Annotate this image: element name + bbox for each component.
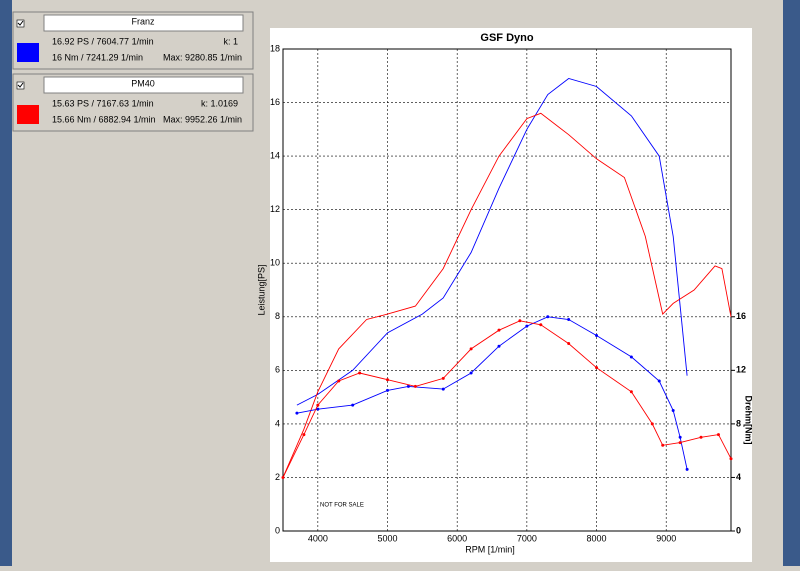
x-axis-label: RPM [1/min] [465, 544, 515, 554]
y-axis-label: Leistung[PS] [256, 264, 266, 315]
series-marker [657, 379, 661, 383]
desktop-strip [0, 0, 12, 566]
series-marker [661, 443, 665, 447]
series-marker [595, 334, 599, 338]
x-tick-label: 4000 [308, 533, 328, 543]
legend-name: PM40 [131, 78, 155, 88]
x-tick-label: 6000 [447, 533, 467, 543]
max-info: Max: 9280.85 1/min [163, 52, 242, 62]
max-info: Max: 9952.26 1/min [163, 114, 242, 124]
series-marker [469, 347, 473, 351]
series-marker [518, 319, 522, 323]
checkmark [17, 20, 24, 26]
series-marker [525, 324, 529, 328]
series-marker [316, 407, 320, 411]
series-marker [497, 344, 501, 348]
series-marker [685, 467, 689, 471]
series-marker [671, 409, 675, 412]
series-marker [295, 411, 299, 415]
series-marker [595, 366, 599, 370]
series-line [282, 112, 732, 478]
series-marker [413, 384, 417, 388]
y-tick-label: 16 [270, 97, 280, 107]
x-tick-label: 9000 [656, 533, 676, 543]
series-marker [281, 475, 285, 479]
series-marker [629, 355, 633, 359]
series-marker [729, 457, 733, 461]
series-marker [337, 379, 341, 383]
series-marker [699, 435, 703, 439]
legend-name: Franz [131, 16, 155, 26]
x-tick-label: 8000 [587, 533, 607, 543]
k-info: k: 1 [223, 36, 238, 46]
y-tick-label: 6 [275, 365, 280, 375]
desktop-strip [783, 0, 800, 566]
series-marker [358, 371, 362, 375]
y-tick-label: 4 [275, 418, 280, 428]
series-marker [678, 441, 682, 445]
y-tick-label: 10 [270, 258, 280, 268]
name-box [43, 76, 244, 94]
y-tick-label: 14 [270, 150, 280, 160]
series-marker [441, 387, 445, 391]
annotation: NOT FOR SALE [320, 503, 364, 509]
name-box [43, 14, 244, 32]
y-tick-label: 0 [275, 525, 280, 535]
series-marker [678, 435, 682, 439]
y-tick-label: 12 [270, 204, 280, 214]
series-marker [629, 390, 633, 394]
series-marker [546, 315, 550, 319]
series-marker [386, 378, 390, 382]
series-marker [539, 323, 543, 327]
series-marker [650, 422, 654, 426]
series-marker [716, 433, 720, 437]
series-marker [316, 403, 320, 407]
torque-info: 16 Nm / 7241.29 1/min [52, 52, 143, 62]
torque-info: 15.66 Nm / 6882.94 1/min [52, 114, 156, 124]
checkbox [16, 19, 25, 28]
y2-tick-label: 8 [736, 418, 741, 428]
series-marker [441, 376, 445, 380]
y-tick-label: 8 [275, 311, 280, 321]
plot-border [282, 48, 732, 532]
series-marker [567, 342, 571, 346]
chart-frame [270, 28, 752, 562]
y2-axis-label: Drehm[Nm] [744, 395, 754, 444]
y-tick-label: 18 [270, 43, 280, 53]
y2-tick-label: 16 [736, 311, 746, 321]
series-marker [302, 433, 306, 437]
series-marker [497, 328, 501, 332]
x-tick-label: 7000 [517, 533, 537, 543]
series-marker [386, 388, 390, 392]
power-info: 16.92 PS / 7604.77 1/min [52, 36, 154, 46]
series-marker [469, 371, 473, 375]
series-marker [351, 403, 355, 407]
chart-title: GSF Dyno [480, 32, 533, 44]
series-marker [567, 317, 571, 321]
color-swatch [17, 105, 39, 124]
checkmark [17, 82, 24, 88]
k-info: k: 1.0169 [201, 98, 238, 108]
y2-tick-label: 4 [736, 472, 741, 482]
color-swatch [17, 43, 39, 62]
power-info: 15.63 PS / 7167.63 1/min [52, 98, 154, 108]
y2-tick-label: 12 [736, 365, 746, 375]
series-marker [406, 384, 410, 388]
y2-tick-label: 0 [736, 525, 741, 535]
series-line [296, 78, 688, 406]
x-tick-label: 5000 [377, 533, 397, 543]
y-tick-label: 2 [275, 472, 280, 482]
